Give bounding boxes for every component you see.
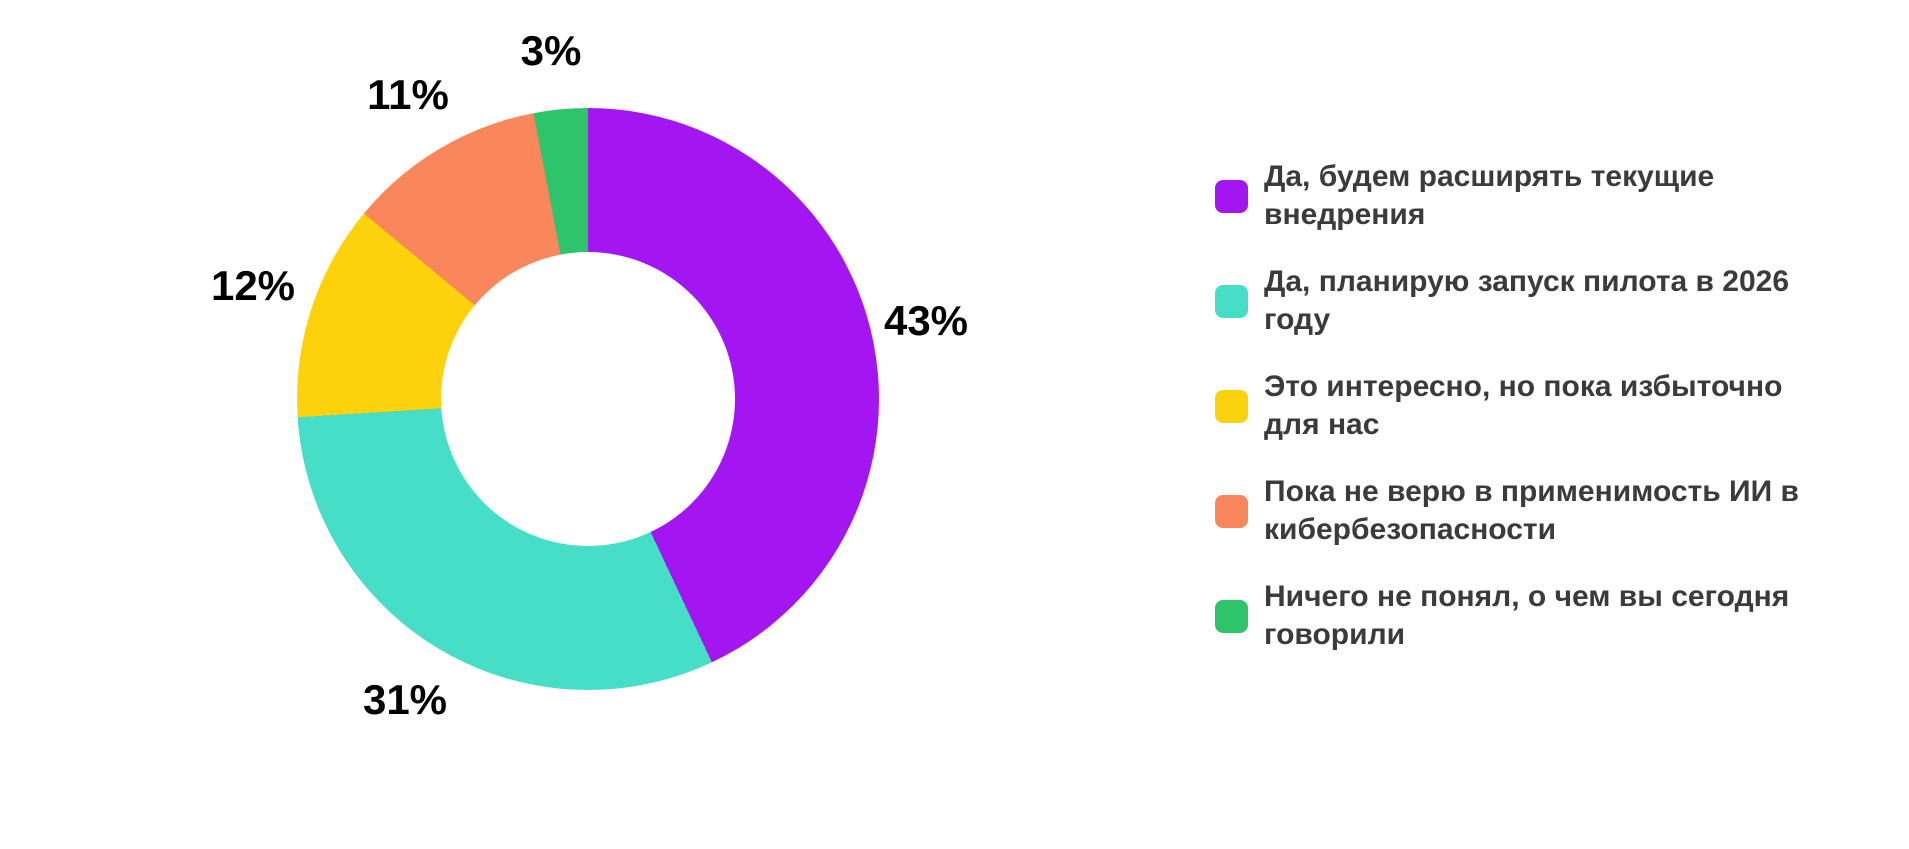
slice-value-label: 11% bbox=[367, 71, 449, 118]
legend-item-label: Пока не верю в применимость ИИ в кибербе… bbox=[1264, 475, 1799, 546]
slice-value-label: 31% bbox=[362, 676, 448, 723]
legend-swatch bbox=[1215, 494, 1248, 528]
legend-item: Да, будем расширять текущие внедрения bbox=[1215, 158, 1800, 234]
legend-swatch bbox=[1215, 389, 1248, 423]
legend-item-label: Да, будем расширять текущие внедрения bbox=[1264, 160, 1715, 231]
legend-swatch bbox=[1215, 284, 1248, 318]
slice-value-label: 43% bbox=[883, 297, 969, 344]
slice-value-label: 3% bbox=[520, 27, 582, 74]
legend-item-label: Ничего не понял, о чем вы сегодня говори… bbox=[1264, 580, 1790, 651]
legend-item: Да, планирую запуск пилота в 2026 году bbox=[1215, 263, 1800, 339]
donut-ring bbox=[297, 108, 879, 690]
legend-item: Пока не верю в применимость ИИ в кибербе… bbox=[1215, 473, 1800, 549]
legend-item-label: Это интересно, но пока избыточно для нас bbox=[1264, 370, 1783, 441]
legend-item-label: Да, планирую запуск пилота в 2026 году bbox=[1264, 265, 1790, 336]
legend-item: Ничего не понял, о чем вы сегодня говори… bbox=[1215, 578, 1800, 654]
donut-chart: 43% 31% 12% 11% 3% bbox=[210, 27, 969, 723]
legend-item: Это интересно, но пока избыточно для нас bbox=[1215, 368, 1800, 444]
donut-hole bbox=[441, 252, 735, 546]
chart-legend: Да, будем расширять текущие внедрения Да… bbox=[1215, 158, 1800, 654]
legend-swatch bbox=[1215, 179, 1248, 213]
slice-value-label: 12% bbox=[210, 262, 296, 309]
legend-swatch bbox=[1215, 599, 1248, 633]
